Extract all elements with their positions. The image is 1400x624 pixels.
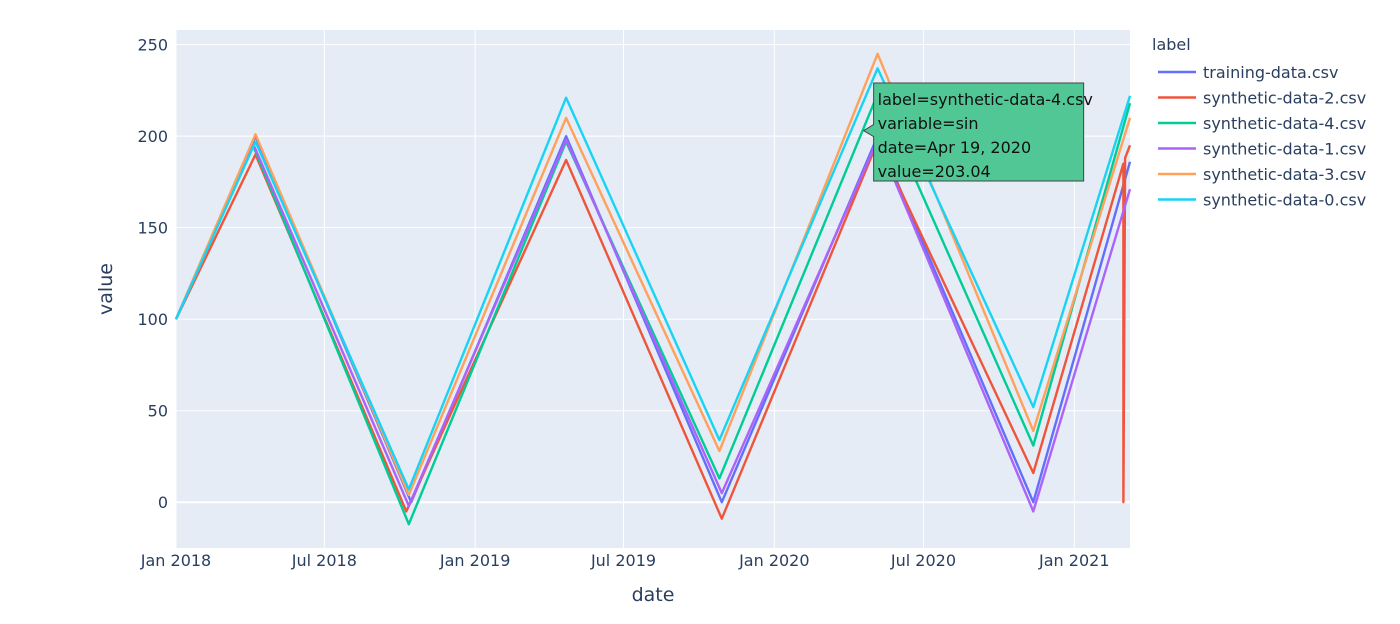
tooltip-line: label=synthetic-data-4.csv xyxy=(878,90,1093,109)
series-line-2[interactable] xyxy=(174,92,1132,526)
y-tick-label: 200 xyxy=(137,127,168,146)
legend-label: synthetic-data-4.csv xyxy=(1203,114,1366,133)
y-tick-label: 250 xyxy=(137,36,168,55)
y-tick-label: 0 xyxy=(158,493,168,512)
x-tick-label: Jan 2020 xyxy=(738,551,809,570)
series-line-5[interactable] xyxy=(174,67,1132,491)
y-tick-label: 100 xyxy=(137,310,168,329)
hover-tooltip: label=synthetic-data-4.csv variable=sin da… xyxy=(862,82,1093,182)
x-tick-label: Jan 2018 xyxy=(140,551,211,570)
legend-item[interactable]: synthetic-data-1.csv xyxy=(1158,140,1366,159)
y-tick-label: 50 xyxy=(148,402,168,421)
legend-label: training-data.csv xyxy=(1203,63,1338,82)
tooltip-line: value=203.04 xyxy=(878,162,991,181)
legend-label: synthetic-data-2.csv xyxy=(1203,89,1366,108)
legend[interactable]: label training-data.csv synthetic-data-2.… xyxy=(1152,35,1366,210)
legend-label: synthetic-data-1.csv xyxy=(1203,140,1366,159)
y-axis-ticks: 0 50 100 150 200 250 xyxy=(137,36,168,513)
legend-item[interactable]: synthetic-data-2.csv xyxy=(1158,89,1366,108)
legend-label: synthetic-data-3.csv xyxy=(1203,165,1366,184)
series-line-3[interactable] xyxy=(174,138,1132,513)
tooltip-line: variable=sin xyxy=(878,114,979,133)
tooltip-line: date=Apr 19, 2020 xyxy=(878,138,1032,157)
y-axis-title: value xyxy=(95,263,117,315)
legend-label: synthetic-data-0.csv xyxy=(1203,191,1366,210)
x-tick-label: Jan 2019 xyxy=(439,551,510,570)
x-axis-title: date xyxy=(632,584,675,606)
legend-item[interactable]: synthetic-data-0.csv xyxy=(1158,191,1366,210)
x-tick-label: Jul 2018 xyxy=(291,551,357,570)
series-line-4[interactable] xyxy=(174,52,1132,497)
x-tick-label: Jul 2020 xyxy=(890,551,956,570)
legend-item[interactable]: training-data.csv xyxy=(1158,63,1338,82)
x-axis-ticks: Jan 2018 Jul 2018 Jan 2019 Jul 2019 Jan 2020… xyxy=(140,551,1110,570)
y-tick-label: 150 xyxy=(137,219,168,238)
tooltip-box xyxy=(862,82,1085,182)
x-tick-label: Jan 2021 xyxy=(1038,551,1109,570)
legend-item[interactable]: synthetic-data-4.csv xyxy=(1158,114,1366,133)
legend-item[interactable]: synthetic-data-3.csv xyxy=(1158,165,1366,184)
legend-title: label xyxy=(1152,35,1191,54)
x-tick-label: Jul 2019 xyxy=(590,551,656,570)
